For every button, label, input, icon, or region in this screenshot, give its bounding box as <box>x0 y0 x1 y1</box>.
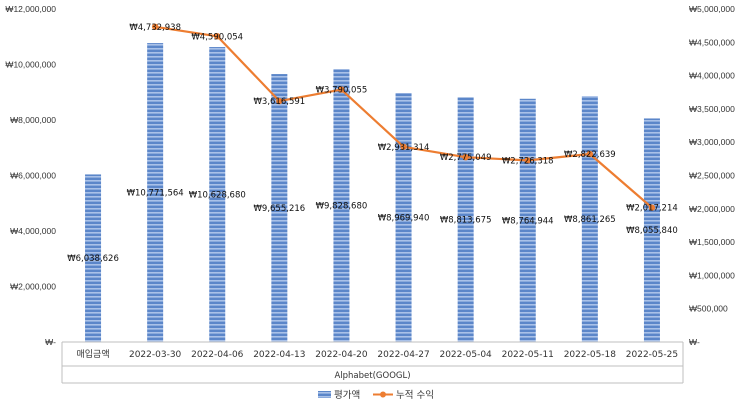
left-axis-tick-label: ₩4,000,000 <box>10 226 56 236</box>
bar <box>643 118 660 342</box>
chart-subtitle: Alphabet(GOOGL) <box>334 371 410 381</box>
line-data-label: ₩2,822,639 <box>564 150 616 160</box>
legend: 평가액 누적 수익 <box>318 389 434 401</box>
line-point <box>214 33 221 40</box>
bar-data-label: ₩8,813,675 <box>440 216 492 226</box>
line-data-label: ₩2,726,318 <box>502 156 554 166</box>
bar-data-label: ₩9,655,216 <box>254 204 306 214</box>
x-axis-category-label: 2022-04-20 <box>315 350 368 360</box>
x-axis-category-label: 2022-05-11 <box>502 350 554 360</box>
line-point <box>276 97 283 105</box>
right-axis-tick-label: ₩5,000,000 <box>689 4 735 14</box>
bar <box>85 174 102 342</box>
bar <box>457 97 474 342</box>
x-axis-category-label: 2022-05-18 <box>564 350 617 360</box>
bar-data-label: ₩8,861,265 <box>564 215 616 225</box>
line-data-label: ₩2,931,314 <box>378 143 430 153</box>
bar-data-label: ₩8,764,944 <box>502 216 554 226</box>
line-data-label: ₩4,732,938 <box>129 23 181 33</box>
bar-data-label: ₩9,828,680 <box>316 202 368 212</box>
right-axis-tick-label: ₩3,500,000 <box>689 104 735 114</box>
line-data-label: ₩2,017,214 <box>626 204 678 214</box>
line-point <box>648 204 656 211</box>
bar-data-label: ₩8,969,940 <box>378 214 430 224</box>
right-axis-tick-label: ₩500,000 <box>689 304 728 314</box>
x-axis-category-label: 2022-05-04 <box>439 350 492 360</box>
right-y-axis: ₩- ₩500,000 ₩1,000,000 ₩1,500,000 ₩2,000,000… <box>689 4 735 347</box>
legend-line-label: 누적 수익 <box>396 389 434 401</box>
bar <box>209 47 226 342</box>
bar-data-label: ₩8,055,840 <box>626 226 678 236</box>
right-axis-tick-label: ₩2,500,000 <box>689 171 735 181</box>
legend-bar-swatch <box>318 391 331 398</box>
line-point <box>462 153 469 161</box>
line-point <box>338 86 345 93</box>
bar <box>271 74 288 343</box>
x-axis-category-label: 2022-05-25 <box>626 350 678 360</box>
right-axis-tick-label: ₩2,000,000 <box>689 204 735 214</box>
line-data-label: ₩3,616,591 <box>254 97 306 107</box>
left-axis-tick-label: ₩2,000,000 <box>10 282 56 292</box>
x-axis-category-label: 2022-03-30 <box>129 350 182 360</box>
line-data-label: ₩4,590,054 <box>191 32 243 42</box>
x-axis-category-label: 매입금액 <box>76 348 109 360</box>
line-data-label: ₩2,775,049 <box>440 153 492 163</box>
left-axis-tick-label: ₩- <box>45 337 56 347</box>
right-axis-tick-label: ₩1,500,000 <box>689 237 735 247</box>
x-axis-category-label: 2022-04-27 <box>377 350 429 360</box>
left-axis-tick-label: ₩12,000,000 <box>5 4 56 14</box>
line-point <box>524 157 531 164</box>
legend-line-marker <box>380 391 386 398</box>
right-axis-tick-label: ₩1,000,000 <box>689 270 735 280</box>
x-axis-category-label: 2022-04-13 <box>253 350 305 360</box>
bar <box>147 43 164 342</box>
bar <box>333 69 350 343</box>
bar-data-labels: ₩6,038,626 ₩10,771,564 ₩10,628,680 ₩9,655,2… <box>67 189 678 265</box>
left-axis-tick-label: ₩10,000,000 <box>5 60 56 70</box>
bar-data-label: ₩10,628,680 <box>189 191 246 201</box>
line-point <box>151 23 159 30</box>
line-data-label: ₩3,790,055 <box>316 86 368 96</box>
line-data-labels: ₩4,732,938 ₩4,590,054 ₩3,616,591 ₩3,790,055… <box>129 23 677 214</box>
left-y-axis: ₩- ₩2,000,000 ₩4,000,000 ₩6,000,000 ₩8,000,0… <box>5 4 56 347</box>
x-axis-category-label: 2022-04-06 <box>191 350 244 360</box>
bar <box>395 93 412 342</box>
bar-data-label: ₩6,038,626 <box>67 254 119 264</box>
line-series <box>151 23 656 211</box>
left-axis-tick-label: ₩6,000,000 <box>10 171 56 181</box>
right-axis-tick-label: ₩4,500,000 <box>689 37 735 47</box>
right-axis-tick-label: ₩4,000,000 <box>689 71 735 81</box>
x-axis: 매입금액 2022-03-30 2022-04-06 2022-04-13 2022-0… <box>61 341 684 384</box>
left-axis-tick-label: ₩8,000,000 <box>10 115 56 125</box>
line-point <box>400 143 407 150</box>
bar-data-label: ₩10,771,564 <box>127 189 184 199</box>
right-axis-tick-label: ₩3,000,000 <box>689 137 735 147</box>
right-axis-tick-label: ₩- <box>689 337 700 347</box>
line-point <box>586 150 594 158</box>
legend-bar-label: 평가액 <box>334 389 360 401</box>
